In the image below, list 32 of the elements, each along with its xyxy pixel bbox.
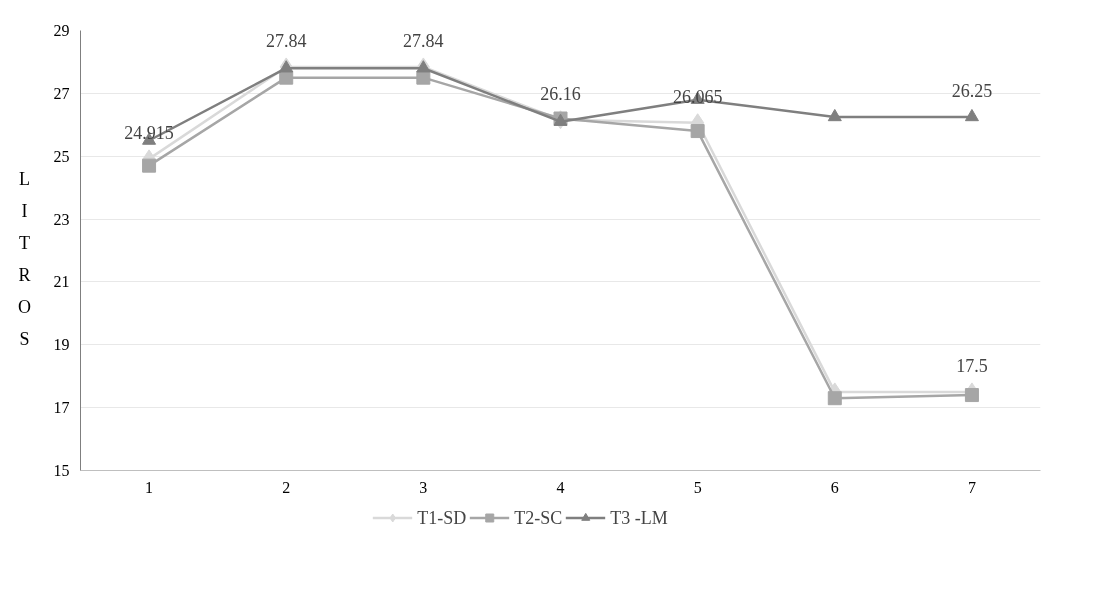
x-tick-label: 5 (693, 478, 702, 496)
data-label: 27.84 (265, 30, 307, 51)
data-label: 26.16 (540, 83, 581, 104)
y-axis-title: LITROS (18, 169, 31, 349)
point (827, 108, 842, 122)
point (964, 108, 979, 122)
legend-label: T3 -LM (610, 507, 668, 528)
y-tick-label: 29 (53, 22, 70, 39)
data-label: 17.5 (956, 355, 988, 376)
y-tick-label: 23 (53, 210, 70, 228)
y-tick-label: 15 (53, 462, 70, 479)
point (827, 391, 842, 406)
point (416, 60, 431, 73)
point (142, 158, 157, 173)
x-tick-label: 6 (830, 478, 839, 496)
x-tick-label: 4 (556, 478, 565, 496)
y-tick-label: 27 (53, 84, 70, 102)
y-tick-label: 21 (53, 273, 70, 291)
point (279, 60, 294, 73)
y-tick-label: 25 (53, 147, 70, 165)
y-tick-label: 17 (53, 399, 70, 417)
x-tick-label: 7 (967, 478, 976, 496)
data-label: 27.84 (403, 30, 444, 51)
x-tick-label: 3 (419, 478, 428, 496)
x-tick-label: 2 (282, 478, 291, 496)
data-label: 26.25 (951, 80, 993, 101)
legend-label: T2-SC (514, 507, 563, 528)
x-tick-label: 1 (145, 478, 154, 496)
legend-label: T1-SD (417, 507, 467, 528)
point (964, 388, 979, 403)
point (690, 124, 705, 139)
y-tick-label: 19 (53, 336, 70, 354)
